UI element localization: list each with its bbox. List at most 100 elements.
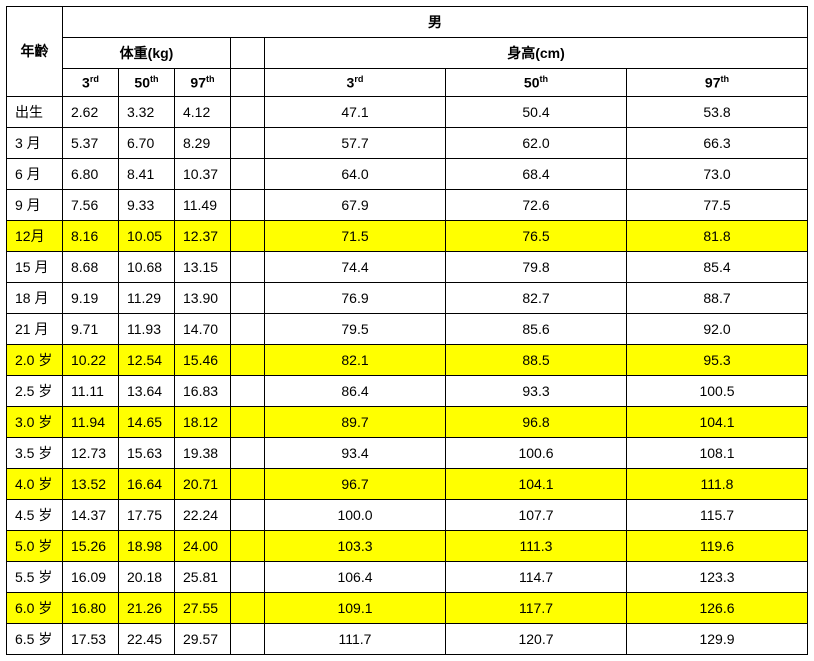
cell-w97: 8.29: [175, 127, 231, 158]
cell-age: 9 月: [7, 189, 63, 220]
cell-age: 6.5 岁: [7, 623, 63, 654]
cell-w50: 21.26: [119, 592, 175, 623]
cell-h97: 66.3: [627, 127, 808, 158]
cell-h3: 86.4: [265, 375, 446, 406]
cell-spacer: [231, 437, 265, 468]
table-row: 3.5 岁12.7315.6319.3893.4100.6108.1: [7, 437, 808, 468]
cell-w50: 11.29: [119, 282, 175, 313]
cell-w97: 24.00: [175, 530, 231, 561]
table-body: 出生2.623.324.1247.150.453.83 月5.376.708.2…: [7, 96, 808, 654]
table-row: 12月8.1610.0512.3771.576.581.8: [7, 220, 808, 251]
cell-h50: 82.7: [446, 282, 627, 313]
cell-h97: 129.9: [627, 623, 808, 654]
cell-w50: 6.70: [119, 127, 175, 158]
cell-h50: 111.3: [446, 530, 627, 561]
cell-h3: 74.4: [265, 251, 446, 282]
cell-spacer: [231, 189, 265, 220]
cell-age: 6.0 岁: [7, 592, 63, 623]
cell-w50: 22.45: [119, 623, 175, 654]
cell-h50: 107.7: [446, 499, 627, 530]
cell-age: 15 月: [7, 251, 63, 282]
cell-spacer: [231, 127, 265, 158]
cell-h97: 115.7: [627, 499, 808, 530]
cell-w97: 14.70: [175, 313, 231, 344]
cell-age: 12月: [7, 220, 63, 251]
table-row: 6.5 岁17.5322.4529.57111.7120.7129.9: [7, 623, 808, 654]
table-row: 3.0 岁11.9414.6518.1289.796.8104.1: [7, 406, 808, 437]
cell-age: 出生: [7, 96, 63, 127]
cell-h3: 93.4: [265, 437, 446, 468]
cell-h97: 88.7: [627, 282, 808, 313]
cell-w50: 15.63: [119, 437, 175, 468]
cell-w3: 9.71: [63, 313, 119, 344]
cell-w97: 20.71: [175, 468, 231, 499]
cell-h3: 109.1: [265, 592, 446, 623]
cell-h97: 119.6: [627, 530, 808, 561]
header-w-p97: 97th: [175, 69, 231, 97]
cell-age: 4.0 岁: [7, 468, 63, 499]
cell-w50: 9.33: [119, 189, 175, 220]
cell-h50: 72.6: [446, 189, 627, 220]
cell-w3: 9.19: [63, 282, 119, 313]
header-w-p50: 50th: [119, 69, 175, 97]
cell-h50: 117.7: [446, 592, 627, 623]
cell-h50: 114.7: [446, 561, 627, 592]
cell-w97: 10.37: [175, 158, 231, 189]
cell-age: 2.5 岁: [7, 375, 63, 406]
cell-w50: 12.54: [119, 344, 175, 375]
cell-age: 6 月: [7, 158, 63, 189]
cell-h97: 95.3: [627, 344, 808, 375]
cell-w50: 20.18: [119, 561, 175, 592]
cell-spacer: [231, 375, 265, 406]
cell-h97: 73.0: [627, 158, 808, 189]
table-row: 9 月7.569.3311.4967.972.677.5: [7, 189, 808, 220]
table-row: 5.5 岁16.0920.1825.81106.4114.7123.3: [7, 561, 808, 592]
cell-age: 3.0 岁: [7, 406, 63, 437]
cell-h3: 111.7: [265, 623, 446, 654]
cell-w3: 8.68: [63, 251, 119, 282]
header-h-p50: 50th: [446, 69, 627, 97]
cell-spacer: [231, 344, 265, 375]
cell-h97: 108.1: [627, 437, 808, 468]
table-row: 5.0 岁15.2618.9824.00103.3111.3119.6: [7, 530, 808, 561]
cell-spacer: [231, 499, 265, 530]
table-row: 6 月6.808.4110.3764.068.473.0: [7, 158, 808, 189]
cell-age: 3 月: [7, 127, 63, 158]
cell-w3: 13.52: [63, 468, 119, 499]
cell-w50: 8.41: [119, 158, 175, 189]
cell-w97: 29.57: [175, 623, 231, 654]
cell-spacer: [231, 282, 265, 313]
cell-w3: 16.09: [63, 561, 119, 592]
cell-h97: 104.1: [627, 406, 808, 437]
cell-h97: 53.8: [627, 96, 808, 127]
cell-h97: 92.0: [627, 313, 808, 344]
cell-h97: 126.6: [627, 592, 808, 623]
cell-h3: 76.9: [265, 282, 446, 313]
cell-w50: 16.64: [119, 468, 175, 499]
cell-w50: 3.32: [119, 96, 175, 127]
cell-age: 2.0 岁: [7, 344, 63, 375]
table-row: 2.5 岁11.1113.6416.8386.493.3100.5: [7, 375, 808, 406]
cell-h97: 111.8: [627, 468, 808, 499]
cell-w50: 13.64: [119, 375, 175, 406]
cell-w3: 5.37: [63, 127, 119, 158]
table-row: 出生2.623.324.1247.150.453.8: [7, 96, 808, 127]
table-header: 年齡 男 体重(kg) 身高(cm) 3rd 50th 97th 3rd 50t…: [7, 7, 808, 97]
cell-w3: 2.62: [63, 96, 119, 127]
header-h-p97: 97th: [627, 69, 808, 97]
cell-spacer: [231, 561, 265, 592]
cell-w50: 11.93: [119, 313, 175, 344]
cell-w97: 13.15: [175, 251, 231, 282]
cell-h50: 88.5: [446, 344, 627, 375]
cell-age: 21 月: [7, 313, 63, 344]
cell-w3: 7.56: [63, 189, 119, 220]
cell-spacer: [231, 592, 265, 623]
table-row: 21 月9.7111.9314.7079.585.692.0: [7, 313, 808, 344]
cell-h50: 79.8: [446, 251, 627, 282]
header-w-p3: 3rd: [63, 69, 119, 97]
growth-table: 年齡 男 体重(kg) 身高(cm) 3rd 50th 97th 3rd 50t…: [6, 6, 808, 655]
cell-h50: 104.1: [446, 468, 627, 499]
cell-w97: 16.83: [175, 375, 231, 406]
cell-w3: 11.11: [63, 375, 119, 406]
cell-w97: 27.55: [175, 592, 231, 623]
